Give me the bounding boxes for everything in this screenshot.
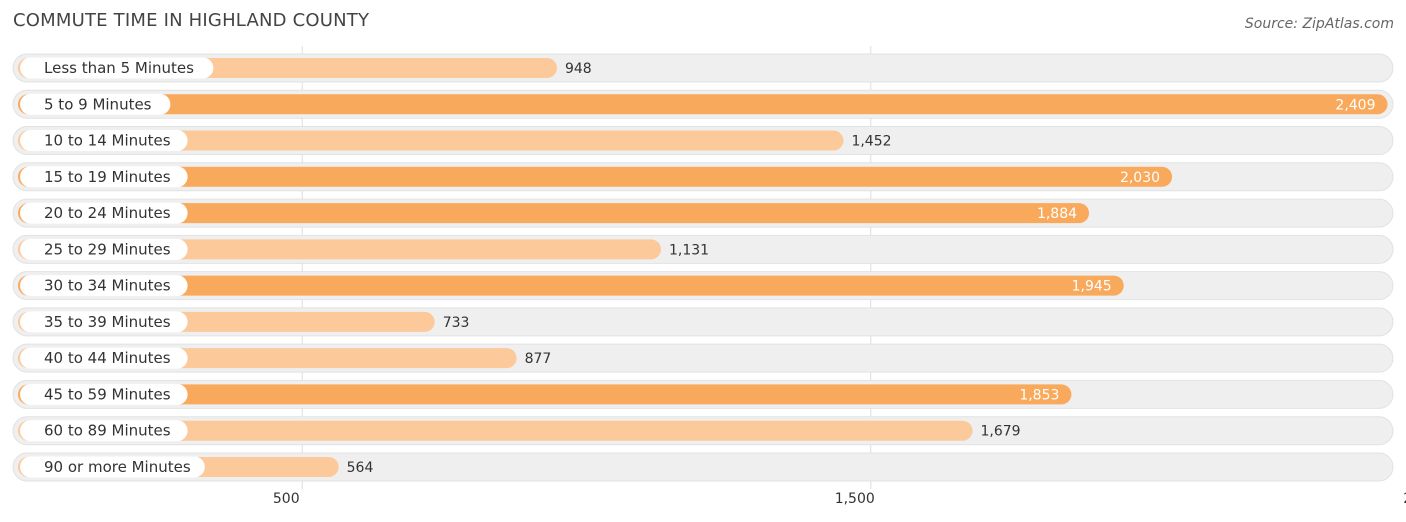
category-pill bbox=[20, 93, 171, 115]
bar-row: 90 or more Minutes 564 bbox=[12, 452, 1394, 482]
value-label: 1,884 bbox=[1037, 206, 1077, 222]
value-label: 2,409 bbox=[1335, 97, 1375, 113]
value-label: 1,853 bbox=[1019, 387, 1059, 403]
bar-row: 35 to 39 Minutes 733 bbox=[12, 307, 1394, 337]
category-pill bbox=[20, 383, 188, 405]
category-label: 5 to 9 Minutes bbox=[44, 95, 152, 113]
gridlines bbox=[301, 46, 872, 489]
bar bbox=[18, 384, 1072, 405]
bar-row: 60 to 89 Minutes 1,679 bbox=[12, 416, 1394, 446]
bar-row: 5 to 9 Minutes 2,409 bbox=[12, 89, 1394, 119]
bar bbox=[18, 203, 1090, 224]
value-label: 564 bbox=[347, 460, 374, 476]
value-label: 1,945 bbox=[1072, 279, 1112, 295]
category-label: 45 to 59 Minutes bbox=[44, 385, 171, 403]
category-label: Less than 5 Minutes bbox=[44, 59, 194, 77]
value-label: 2,030 bbox=[1120, 170, 1160, 186]
category-pill bbox=[20, 420, 188, 442]
category-pill bbox=[20, 311, 188, 333]
value-label: 877 bbox=[525, 351, 552, 367]
bar-row: 30 to 34 Minutes 1,945 bbox=[12, 271, 1394, 301]
value-label: 1,452 bbox=[851, 134, 891, 150]
bar-row: Less than 5 Minutes 948 bbox=[12, 53, 1394, 83]
category-pill bbox=[20, 347, 188, 369]
category-pill bbox=[20, 202, 188, 224]
category-label: 40 to 44 Minutes bbox=[44, 349, 171, 367]
bar-row: 10 to 14 Minutes 1,452 bbox=[12, 126, 1394, 156]
category-label: 60 to 89 Minutes bbox=[44, 422, 171, 440]
chart-title: COMMUTE TIME IN HIGHLAND COUNTY bbox=[13, 10, 370, 31]
category-label: 90 or more Minutes bbox=[44, 458, 191, 476]
bar-track bbox=[12, 452, 1394, 482]
category-label: 20 to 24 Minutes bbox=[44, 204, 171, 222]
bar bbox=[18, 166, 1173, 187]
category-label: 35 to 39 Minutes bbox=[44, 313, 171, 331]
x-tick-label: 2,500 bbox=[1403, 491, 1406, 507]
chart-source: Source: ZipAtlas.com bbox=[1244, 16, 1394, 32]
category-label: 15 to 19 Minutes bbox=[44, 168, 171, 186]
category-pill bbox=[20, 57, 214, 79]
x-tick-label: 1,500 bbox=[835, 491, 875, 507]
bar bbox=[18, 420, 973, 441]
category-pill bbox=[20, 130, 188, 152]
value-label: 733 bbox=[443, 315, 470, 331]
x-tick-label: 500 bbox=[273, 491, 300, 507]
category-label: 25 to 29 Minutes bbox=[44, 240, 171, 258]
bar bbox=[18, 130, 844, 151]
category-pill bbox=[20, 275, 188, 297]
value-label: 948 bbox=[565, 61, 592, 77]
value-label: 1,679 bbox=[981, 424, 1021, 440]
category-pill bbox=[20, 456, 205, 478]
category-label: 10 to 14 Minutes bbox=[44, 132, 171, 150]
category-label: 30 to 34 Minutes bbox=[44, 277, 171, 295]
bar-row: 25 to 29 Minutes 1,131 bbox=[12, 234, 1394, 264]
bar-row: 20 to 24 Minutes 1,884 bbox=[12, 198, 1394, 228]
bar-row: 40 to 44 Minutes 877 bbox=[12, 343, 1394, 373]
value-label: 1,131 bbox=[669, 242, 709, 258]
bar bbox=[18, 275, 1124, 296]
x-axis-ticks: 500 1,500 2,500 bbox=[273, 491, 1406, 507]
bar-row: 45 to 59 Minutes 1,853 bbox=[12, 379, 1394, 409]
category-pill bbox=[20, 166, 188, 188]
bar-row: 15 to 19 Minutes 2,030 bbox=[12, 162, 1394, 192]
bar bbox=[18, 94, 1388, 115]
bar-rows: Less than 5 Minutes 948 5 to 9 Minutes 2,40… bbox=[12, 53, 1394, 482]
category-pill bbox=[20, 238, 188, 260]
